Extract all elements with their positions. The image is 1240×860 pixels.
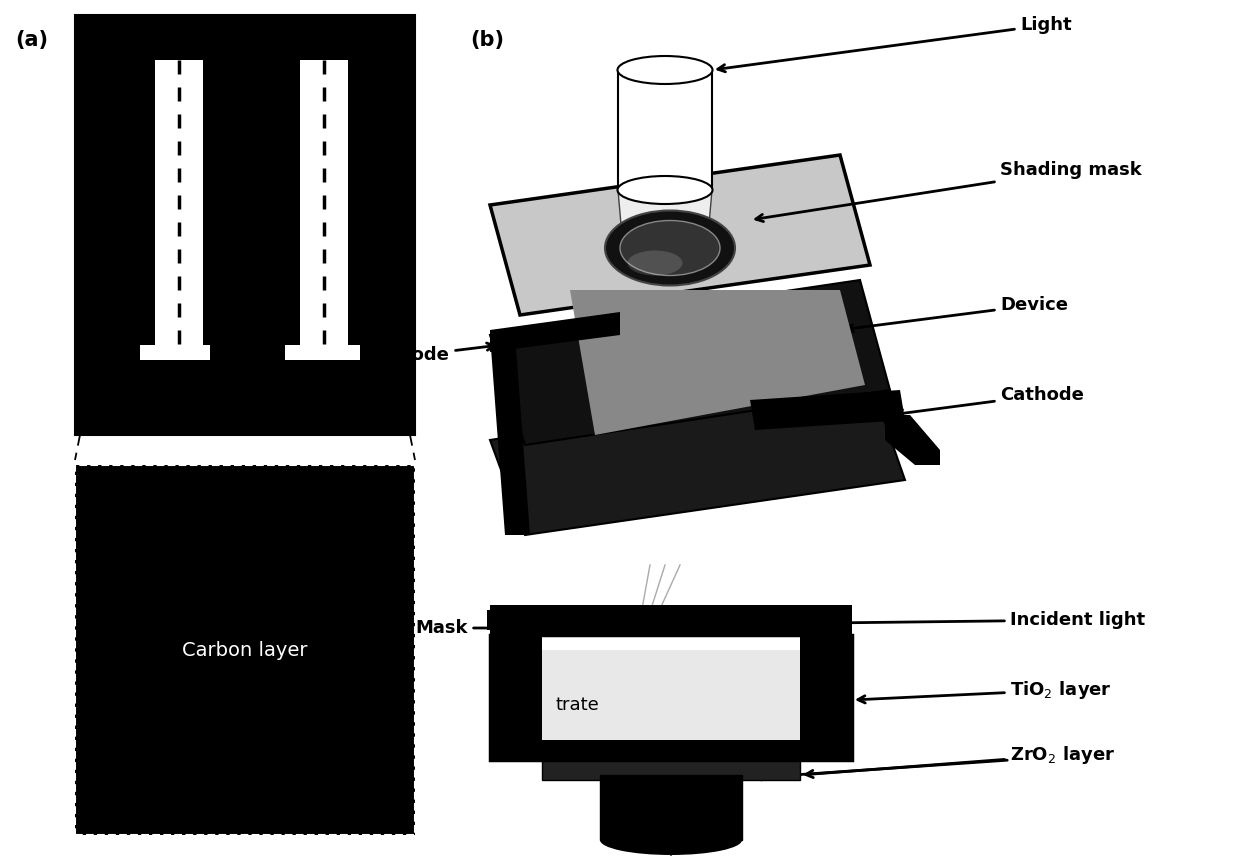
Text: trate: trate (556, 696, 599, 714)
Polygon shape (490, 280, 890, 445)
Bar (74, 22, 415, 60)
Ellipse shape (618, 56, 713, 84)
Polygon shape (618, 190, 712, 270)
Bar (74, 465, 415, 835)
Polygon shape (490, 335, 529, 535)
Bar (490, 605, 849, 635)
Ellipse shape (618, 176, 713, 204)
Text: Carbon layer: Carbon layer (182, 641, 308, 660)
Polygon shape (490, 380, 905, 535)
Polygon shape (885, 415, 940, 465)
Ellipse shape (605, 211, 735, 286)
Text: (b): (b) (470, 30, 503, 50)
Bar (74, 15, 415, 435)
Text: (a): (a) (15, 30, 48, 50)
Bar (542, 635, 800, 760)
Bar (542, 650, 800, 760)
Bar (542, 758, 800, 780)
Polygon shape (140, 345, 210, 360)
Ellipse shape (620, 220, 720, 275)
Text: Shading mask: Shading mask (756, 161, 1142, 222)
Ellipse shape (600, 825, 742, 855)
Bar (600, 775, 742, 840)
Bar (155, 55, 203, 345)
Polygon shape (490, 312, 620, 352)
Bar (490, 635, 852, 760)
Text: Device: Device (846, 296, 1068, 332)
Bar (300, 55, 348, 345)
Text: Carbon layer: Carbon layer (606, 846, 735, 860)
Ellipse shape (627, 250, 682, 275)
Polygon shape (285, 345, 360, 360)
Bar (487, 610, 547, 630)
Text: Incident light: Incident light (666, 611, 1145, 629)
Text: Cathode: Cathode (895, 386, 1084, 417)
Text: TiO$_2$ layer: TiO$_2$ layer (858, 679, 1112, 703)
Bar (490, 740, 852, 760)
Text: Mask: Mask (415, 619, 515, 637)
Bar (490, 605, 542, 760)
Polygon shape (750, 390, 905, 430)
Bar (800, 605, 852, 760)
Polygon shape (490, 155, 870, 315)
Polygon shape (618, 70, 712, 190)
Text: Light: Light (718, 16, 1071, 72)
Text: ZrO$_2$ layer: ZrO$_2$ layer (806, 744, 1115, 777)
Text: Anode: Anode (386, 343, 495, 364)
Polygon shape (570, 290, 866, 435)
